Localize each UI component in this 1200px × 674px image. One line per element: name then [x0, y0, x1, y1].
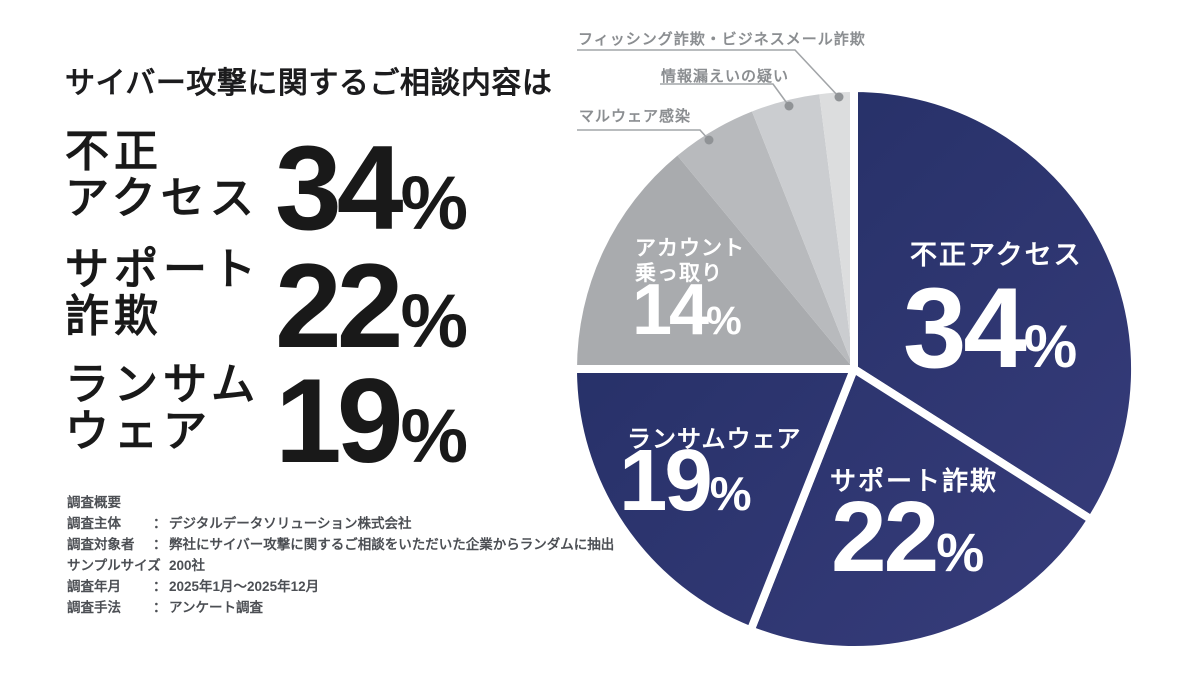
pie-slice-value-percent: % — [936, 523, 985, 583]
pie-slice-label-2: ランサムウェア — [627, 419, 802, 454]
pie-slice-value-percent: % — [706, 299, 742, 343]
stat-value: 19% — [275, 354, 469, 488]
callout-leader-line — [577, 49, 840, 98]
callout-dot — [784, 101, 794, 111]
page-title: サイバー攻撃に関するご相談内容は — [65, 67, 553, 100]
survey-heading: 調査概要 — [67, 495, 121, 510]
callout-dot — [704, 135, 714, 145]
callout-label-5: 情報漏えいの疑い — [661, 68, 790, 85]
pie-slice-label-3: アカウント 乗っ取り — [635, 236, 745, 286]
survey-row: 調査年月： 2025年1月〜2025年12月 — [67, 579, 320, 594]
pie-slice-value-2: 19% — [619, 437, 752, 524]
pie-slice-label-line: ランサムウェア — [627, 426, 802, 453]
stat-row-support-scam: サポート 詐欺 22% — [65, 245, 505, 366]
pie-slice-label-0: 不正アクセス — [910, 233, 1083, 272]
pie-slice-value-0: 34% — [903, 272, 1077, 386]
pie-slice-value-digits: 14 — [632, 270, 709, 350]
pie-slice-value-digits: 22 — [831, 481, 939, 593]
pie-slice-4 — [677, 111, 854, 369]
stat-value: 22% — [275, 239, 469, 373]
survey-row: サンプルサイズ： 200社 — [67, 558, 206, 573]
pie-slice-label-line: 乗っ取り — [635, 262, 723, 285]
pie-slice-label-line: アカウント — [635, 237, 745, 260]
stat-label: ランサム ウェア — [65, 360, 261, 456]
stat-value: 34% — [275, 121, 469, 255]
pie-slice-value-1: 22% — [831, 487, 984, 587]
pie-slice-label-1: サポート詐欺 — [830, 461, 998, 498]
callout-leader-line — [660, 83, 790, 107]
stat-label: サポート 詐欺 — [65, 245, 261, 341]
callout-label-4: マルウェア感染 — [579, 108, 692, 125]
pie-slice-5 — [752, 94, 854, 369]
pie-slice-label-line: 不正アクセス — [910, 240, 1083, 270]
pie-slice-2 — [569, 365, 858, 635]
stat-row-unauthorized-access: 不正 アクセス 34% — [65, 127, 505, 248]
pie-slice-3 — [577, 155, 854, 369]
pie-slice-value-digits: 34 — [903, 265, 1027, 392]
stat-row-ransomware: ランサム ウェア 19% — [65, 360, 505, 481]
survey-row: 調査手法：アンケート調査 — [67, 600, 263, 615]
callout-label-6: フィッシング詐欺・ビジネスメール詐欺 — [578, 31, 866, 48]
callout-leader-line — [577, 129, 710, 141]
pie-slice-1 — [746, 365, 1096, 654]
stat-label: 不正 アクセス — [65, 127, 259, 223]
pie-slice-6 — [819, 92, 854, 369]
survey-row: 調査主体：デジタルデータソリューション株式会社 — [67, 516, 412, 531]
callout-dot — [834, 92, 844, 102]
pie-slice-value-digits: 19 — [619, 432, 713, 529]
pie-slice-label-line: サポート詐欺 — [830, 466, 999, 496]
pie-slice-value-percent: % — [1023, 313, 1078, 380]
survey-overview: 調査概要 調査主体：デジタルデータソリューション株式会社 調査対象者：弊社にサイ… — [67, 492, 614, 618]
pie-slice-value-3: 14% — [632, 274, 742, 346]
pie-slice-value-percent: % — [709, 467, 752, 520]
survey-row: 調査対象者：弊社にサイバー攻撃に関するご相談をいただいた企業からランダムに抽出 — [67, 537, 615, 552]
